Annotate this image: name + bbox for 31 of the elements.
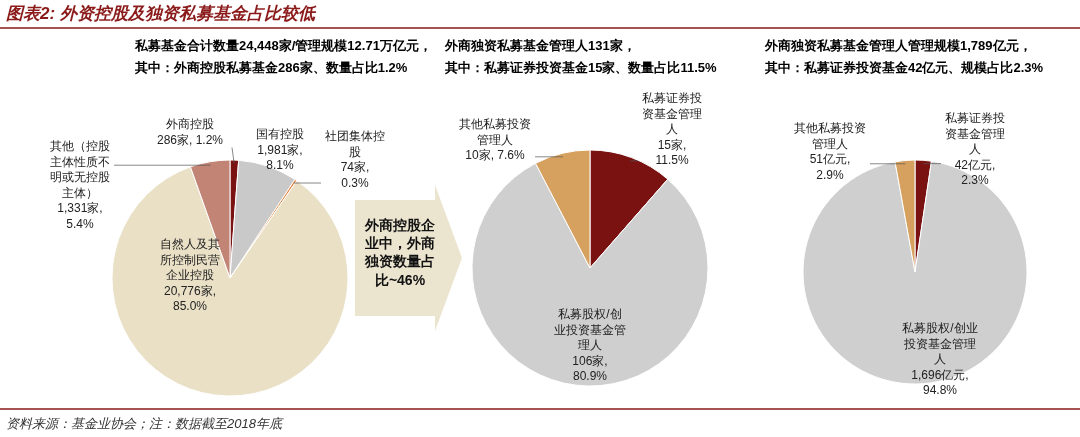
- slice-label: 自然人及其所控制民营企业控股: [160, 237, 220, 283]
- text: 图表2: 外资控股及独资私募基金占比较低: [6, 4, 317, 23]
- slice-label: 社团集体控股: [325, 129, 385, 159]
- slice-label: 其他（控股主体性质不明或无控股主体）: [50, 139, 110, 200]
- chart-subtitle: 其中：私募证券投资基金42亿元、规模占比2.3%: [764, 60, 1044, 75]
- data-label: 20,776家, 85.0%: [163, 283, 217, 314]
- chart-subtitle: 其中：私募证券投资基金15家、数量占比11.5%: [444, 60, 718, 75]
- slice-label: 外商控股: [166, 117, 214, 131]
- text: 资料来源：基金业协会；注：数据截至2018年底: [6, 416, 284, 431]
- data-label: 286家, 1.2%: [156, 132, 224, 147]
- data-label: 106家, 80.9%: [572, 353, 608, 384]
- data-label: 15家, 11.5%: [655, 137, 689, 168]
- data-label: 1,331家, 5.4%: [57, 201, 103, 231]
- slice-label: 私募证券投资基金管理人: [945, 111, 1005, 157]
- data-label: 1,981家, 8.1%: [257, 142, 303, 173]
- data-label: 51亿元, 2.9%: [809, 152, 851, 182]
- chart-subtitle: 其中：外商控股私募基金286家、数量占比1.2%: [134, 60, 408, 75]
- slice-label: 私募证券投资基金管理人: [642, 91, 702, 137]
- slice-label: 其他私募投资管理人: [794, 121, 866, 151]
- slice-label: 私募股权/创业投资基金管理人: [902, 321, 978, 367]
- slice-label: 私募股权/创业投资基金管理人: [554, 307, 626, 353]
- text: 外商控股企业中，外商独资数量占比~46%: [364, 217, 436, 288]
- data-label: 74家, 0.3%: [340, 160, 370, 190]
- chart-title: 私募基金合计数量24,448家/管理规模12.71万亿元，: [134, 38, 432, 53]
- data-label: 42亿元, 2.3%: [954, 157, 996, 188]
- chart-title: 外商独资私募基金管理人管理规模1,789亿元，: [764, 38, 1032, 53]
- data-label: 1,696亿元, 94.8%: [911, 367, 969, 398]
- data-label: 10家, 7.6%: [465, 148, 526, 163]
- slice-label: 其他私募投资管理人: [459, 117, 531, 147]
- slice-label: 国有控股: [256, 127, 304, 141]
- chart-title: 外商独资私募基金管理人131家，: [444, 38, 636, 53]
